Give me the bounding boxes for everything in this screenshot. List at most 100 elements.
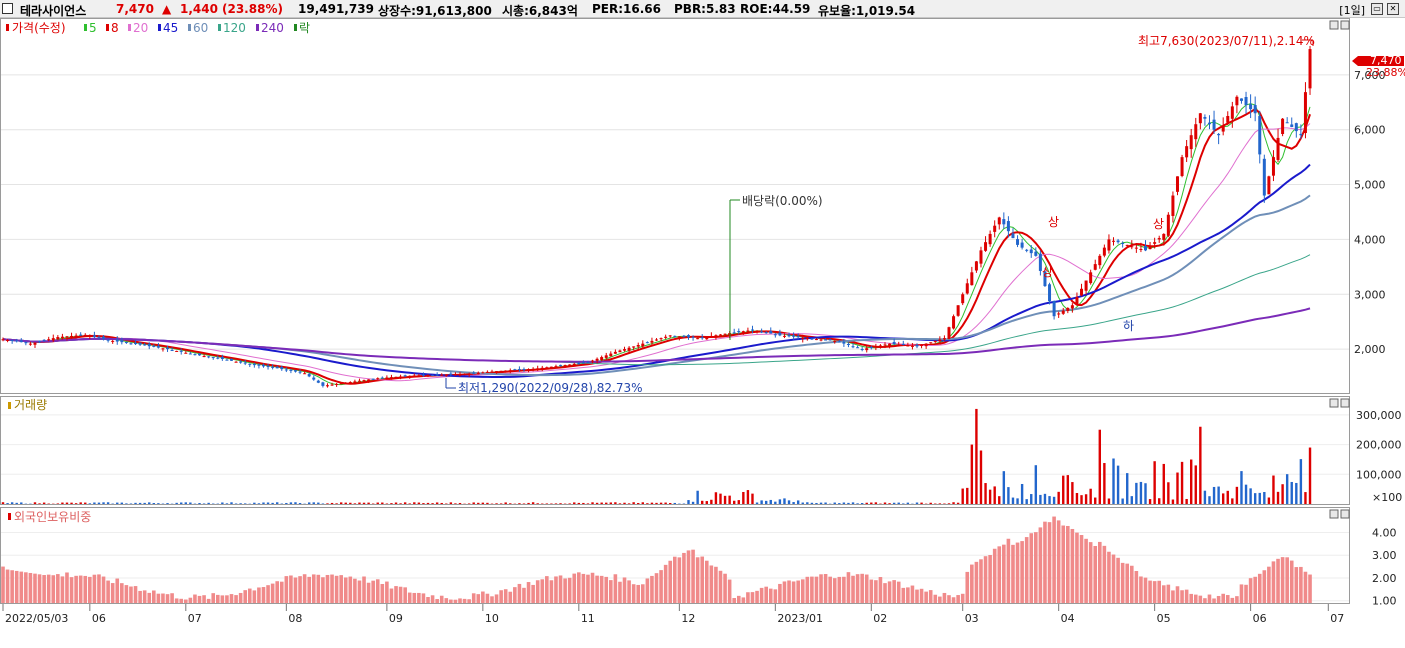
volume-bar (920, 502, 923, 504)
volume-bar (860, 503, 864, 504)
select-checkbox[interactable] (2, 3, 13, 14)
volume-bar (1276, 491, 1280, 504)
x-tick-label: 2022/05/03 (5, 612, 68, 625)
candle-body (869, 346, 873, 348)
volume-bar (979, 450, 983, 504)
period-selector[interactable]: [1일] (1339, 4, 1365, 17)
foreign-bar (650, 575, 654, 603)
candle-body (458, 374, 462, 376)
foreign-bar (1239, 584, 1244, 603)
foreign-bar (88, 576, 92, 603)
foreign-bar (499, 590, 503, 603)
volume-bar (646, 503, 649, 504)
candle-body (833, 340, 837, 342)
volume-bar (120, 502, 124, 504)
volume-bar (394, 502, 398, 504)
candle-body (796, 335, 800, 338)
foreign-bar (83, 575, 88, 603)
volume-bar (1285, 474, 1289, 504)
candle-body (979, 250, 983, 264)
candle-body (1043, 271, 1047, 287)
candle-body (696, 338, 700, 340)
volume-bar (851, 502, 855, 504)
foreign-bar (1043, 521, 1047, 603)
volume-bar (764, 500, 768, 504)
volume-bar (6, 503, 9, 504)
legend-ma-list: 5 8 20 45 60 120 240 락 (84, 21, 310, 35)
legend-ex-label: 락 (299, 21, 310, 35)
volume-bar (751, 493, 754, 504)
foreign-bar (563, 578, 567, 603)
volume-bar (271, 502, 274, 504)
candle-body (1112, 240, 1116, 242)
candle-body (787, 334, 791, 337)
volume-bar (458, 502, 462, 504)
volume-close-icon[interactable] (1340, 398, 1350, 408)
candle-body (1212, 119, 1216, 130)
volume-bar (847, 502, 850, 504)
foreign-bar (672, 556, 677, 603)
panel-minimize-icon[interactable] (1329, 20, 1339, 30)
volume-bar (1062, 475, 1065, 504)
candle-body (467, 373, 471, 375)
volume-bar (1048, 496, 1051, 504)
candle-body (1121, 242, 1125, 244)
candle-body (51, 338, 55, 341)
close-icon[interactable]: ✕ (1387, 3, 1399, 15)
foreign-bar (426, 597, 430, 603)
candle-body (1299, 133, 1303, 136)
volume-minimize-icon[interactable] (1329, 398, 1339, 408)
volume-bar (938, 503, 942, 504)
candle-body (760, 331, 764, 333)
foreign-bar (723, 573, 727, 603)
foreign-minimize-icon[interactable] (1329, 509, 1339, 519)
foreign-bar (764, 586, 768, 603)
candle-body (1107, 239, 1111, 251)
volume-bar (838, 503, 841, 504)
candle-body (266, 365, 270, 368)
candle-body (257, 364, 261, 366)
volume-bar (984, 483, 987, 504)
foreign-bar (599, 575, 604, 603)
ma-line-60 (2, 194, 1311, 377)
volume-bar (408, 503, 411, 504)
volume-bar (1098, 429, 1101, 504)
foreign-bar (24, 572, 28, 603)
candle-body (874, 346, 878, 348)
volume-legend-marker-icon (8, 402, 11, 409)
candle-body (645, 342, 649, 344)
panel-close-icon[interactable] (1340, 20, 1350, 30)
foreign-bar (257, 587, 261, 603)
volume-bar (239, 503, 242, 504)
foreign-bar (152, 590, 156, 603)
x-tick-label: 08 (288, 612, 302, 625)
candle-body (554, 366, 558, 368)
foreign-bar (956, 595, 960, 603)
foreign-bar (1216, 595, 1221, 603)
foreign-bar (69, 577, 74, 603)
volume-bar (358, 502, 361, 504)
candle-body (682, 335, 686, 337)
candle-body (1130, 246, 1134, 248)
volume-bar (755, 502, 759, 504)
foreign-bar (46, 574, 51, 603)
volume-value: 19,491,739 (298, 2, 374, 16)
foreign-bar (92, 574, 97, 603)
candle-body (289, 369, 293, 371)
candle-body (600, 357, 604, 360)
candle-body (1070, 305, 1074, 309)
restore-icon[interactable]: ▭ (1371, 3, 1383, 15)
foreign-bar (581, 573, 586, 603)
candle-body (166, 347, 170, 350)
foreign-bar (467, 599, 471, 603)
volume-bar (810, 502, 814, 504)
foreign-close-icon[interactable] (1340, 509, 1350, 519)
candle-body (924, 343, 928, 347)
foreign-bar (517, 583, 522, 603)
foreign-bar (353, 578, 357, 603)
volume-bar (1258, 492, 1261, 504)
ma-line-8 (2, 107, 1311, 385)
foreign-bar (33, 573, 37, 603)
candle-body (1244, 96, 1248, 106)
foreign-bar (586, 574, 590, 603)
